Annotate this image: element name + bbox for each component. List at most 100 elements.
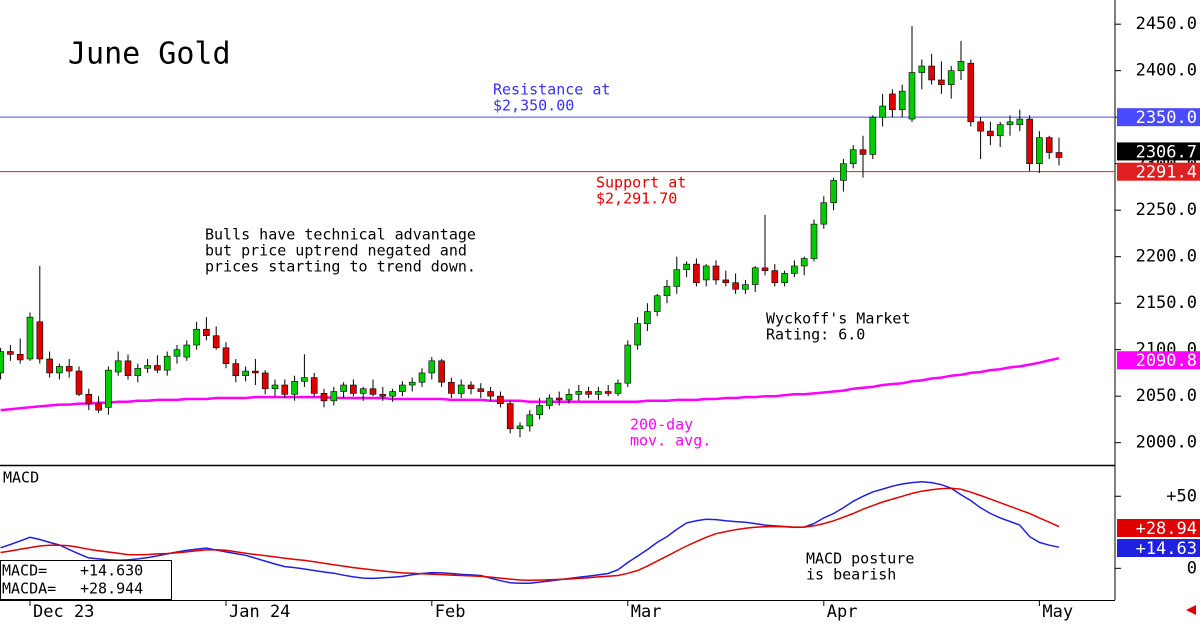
x-tick-label: Jan 24	[229, 602, 290, 622]
candle-body	[1036, 137, 1043, 164]
candle-body	[252, 370, 259, 374]
candle-body	[1055, 152, 1063, 158]
candle-body	[261, 372, 269, 390]
candle-body	[487, 391, 494, 397]
annotation: Rating: 6.0	[766, 326, 865, 344]
candle-body	[1016, 118, 1024, 125]
candle-body	[644, 311, 651, 324]
candle-body	[7, 351, 14, 355]
readout-name: MACDA=	[2, 580, 56, 598]
annotation: prices starting to trend down.	[205, 258, 476, 276]
candle-body	[408, 381, 416, 386]
candle-body	[340, 384, 347, 392]
candle-body	[467, 384, 475, 390]
annotation: MACD posture	[806, 550, 914, 568]
candle-body	[732, 282, 739, 290]
candle-body	[271, 384, 279, 390]
y-tick-label: 2050.0	[1136, 386, 1197, 406]
candle-body	[702, 265, 710, 281]
candle-body	[173, 349, 181, 357]
macd-line	[0, 487, 1060, 582]
readout-value: +28.944	[80, 580, 143, 598]
annotation: Bulls have technical advantage	[205, 226, 476, 244]
candle-body	[1045, 137, 1053, 153]
candle-body	[536, 405, 543, 416]
candle-body	[987, 130, 994, 137]
candle-body	[849, 149, 857, 164]
scroll-arrow	[1186, 605, 1196, 615]
candle-body	[800, 258, 808, 267]
candle-body	[0, 351, 4, 374]
annotation: but price uptrend negated and	[205, 242, 467, 260]
candle-body	[967, 62, 975, 123]
candle-body	[105, 369, 112, 408]
candle-body	[193, 328, 200, 346]
annotation: Support at	[596, 174, 686, 192]
candle-body	[555, 397, 563, 401]
value-box	[1117, 142, 1200, 161]
y-tick-label: 2250.0	[1136, 200, 1197, 220]
candle-body	[320, 393, 328, 402]
annotation: Wyckoff's Market	[766, 310, 911, 328]
candle-body	[722, 279, 730, 284]
candle-body	[291, 380, 298, 395]
candle-body	[918, 65, 926, 73]
candle-body	[889, 93, 896, 111]
candle-body	[95, 403, 102, 411]
candle-body	[46, 358, 53, 374]
value-box-label: 2291.4	[1136, 163, 1197, 183]
y-tick-label: 2400.0	[1136, 61, 1197, 81]
value-box-label: +28.94	[1136, 519, 1197, 539]
candle-body	[56, 366, 63, 374]
candle-body	[183, 344, 191, 358]
chart-title: June Gold	[68, 37, 231, 72]
candle-body	[820, 202, 828, 225]
annotation: mov. avg.	[630, 432, 711, 450]
candle-body	[163, 355, 171, 371]
annotation: $2,350.00	[493, 97, 574, 115]
candle-body	[585, 391, 592, 395]
y-tick-label: 2150.0	[1136, 293, 1197, 313]
candle-body	[928, 65, 935, 81]
value-box	[1117, 539, 1200, 557]
candle-body	[330, 391, 338, 402]
candle-body	[281, 384, 289, 395]
candle-body	[448, 381, 455, 394]
candle-body	[134, 367, 142, 377]
candle-body	[693, 263, 700, 284]
candle-body	[379, 394, 387, 397]
candle-body	[947, 70, 955, 85]
value-box-label: +14.63	[1136, 539, 1197, 559]
x-tick-label: Apr	[827, 602, 858, 622]
candle-body	[428, 360, 436, 374]
candle-body	[742, 284, 749, 290]
candle-body	[604, 391, 612, 394]
y-tick-label: +50	[1166, 486, 1197, 506]
candle-body	[830, 180, 837, 204]
candle-body	[859, 149, 867, 155]
candle-body	[938, 79, 945, 85]
candle-body	[810, 223, 818, 259]
candle-body	[506, 403, 514, 430]
value-box-label: 2350.0	[1136, 108, 1197, 128]
x-tick-label: Mar	[631, 602, 662, 622]
candle-body	[114, 360, 122, 373]
candle-body	[497, 395, 504, 404]
readout-value: +14.630	[80, 562, 143, 580]
y-tick-label: 2450.0	[1136, 14, 1197, 34]
value-box-label: 2090.8	[1136, 351, 1197, 371]
candle-body	[575, 391, 583, 395]
candle-body	[751, 267, 759, 285]
candle-body	[144, 365, 151, 369]
value-box	[1117, 162, 1200, 181]
candle-body	[516, 425, 524, 430]
candle-body	[26, 316, 34, 360]
annotation: is bearish	[806, 566, 896, 584]
annotation: $2,291.70	[596, 190, 677, 208]
candle-body	[908, 72, 916, 120]
candle-body	[683, 263, 690, 270]
candle-body	[1026, 118, 1033, 164]
candle-body	[477, 388, 485, 392]
